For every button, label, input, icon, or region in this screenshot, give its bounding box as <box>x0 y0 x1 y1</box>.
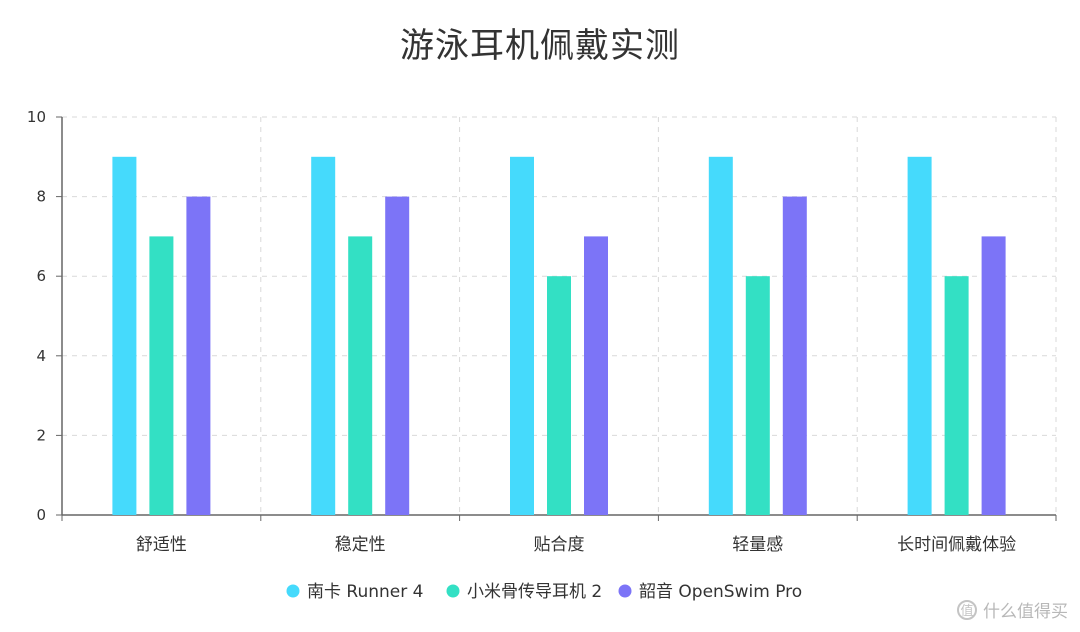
bar[interactable] <box>149 236 174 515</box>
x-category-label: 长时间佩戴体验 <box>897 535 1016 555</box>
bar[interactable] <box>745 276 770 515</box>
legend-marker[interactable] <box>446 584 460 598</box>
legend-label[interactable]: 南卡 Runner 4 <box>307 582 423 602</box>
bar[interactable] <box>510 156 534 516</box>
y-tick-label: 8 <box>36 188 46 206</box>
bar[interactable] <box>112 156 137 516</box>
watermark-text: 什么值得买 <box>983 602 1068 622</box>
y-tick-label: 2 <box>36 426 46 444</box>
x-category-label: 稳定性 <box>335 535 386 555</box>
bar[interactable] <box>186 196 211 515</box>
legend-marker[interactable] <box>286 584 300 598</box>
bar[interactable] <box>547 276 571 515</box>
x-category-label: 舒适性 <box>136 535 187 555</box>
x-category-label: 贴合度 <box>534 535 585 555</box>
bar[interactable] <box>782 196 807 515</box>
y-tick-label: 4 <box>36 347 46 365</box>
bar[interactable] <box>311 156 336 516</box>
bar[interactable] <box>385 196 410 515</box>
x-category-label: 轻量感 <box>732 535 783 555</box>
legend-label[interactable]: 小米骨传导耳机 2 <box>467 582 602 602</box>
chart-title: 游泳耳机佩戴实测 <box>400 26 680 66</box>
legend-marker[interactable] <box>618 584 632 598</box>
bar[interactable] <box>981 236 1006 515</box>
legend-label[interactable]: 韶音 OpenSwim Pro <box>639 582 802 602</box>
y-tick-label: 0 <box>36 506 46 524</box>
y-tick-label: 10 <box>27 108 46 126</box>
bar[interactable] <box>907 156 932 516</box>
bar[interactable] <box>584 236 608 515</box>
bar[interactable] <box>944 276 969 515</box>
watermark: 值 什么值得买 <box>957 597 1068 622</box>
y-tick-label: 6 <box>36 267 46 285</box>
value-icon: 值 <box>957 599 977 620</box>
bar[interactable] <box>708 156 733 516</box>
bar[interactable] <box>348 236 373 515</box>
